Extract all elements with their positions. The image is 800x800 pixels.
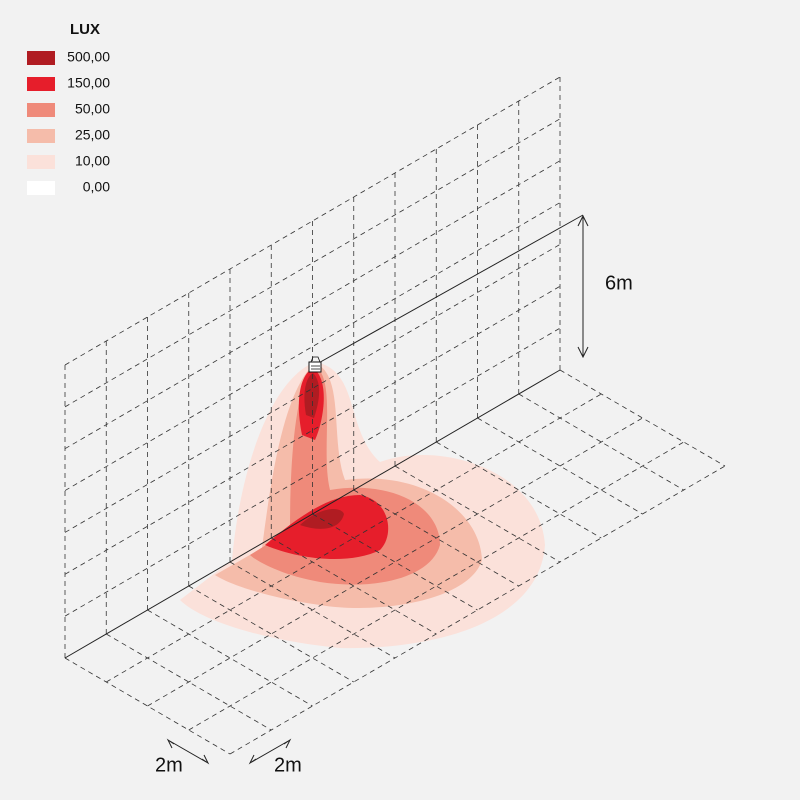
floor-depth [353,489,519,587]
floor-depth [271,537,437,635]
legend-label: 0,00 [83,179,110,195]
depth-label: 2m [274,754,302,776]
legend-label: 500,00 [67,49,110,65]
isolux-area [300,509,344,529]
floor-depth [147,609,313,707]
floor-row [147,417,643,707]
legend-label: 50,00 [75,101,110,117]
wall-horizontal [64,285,561,575]
legend-label: 25,00 [75,127,110,143]
wall-horizontal [64,244,561,533]
floor-depth [559,369,726,467]
floor-depth [394,465,561,563]
depth-dimension [248,738,292,765]
wall-horizontal [64,202,561,491]
floor-depth [518,393,684,491]
legend-swatch [27,129,55,143]
wall-horizontal [64,76,561,366]
legend: 500,00 150,00 50,00 25,00 10,00 0,00 [27,49,110,195]
floor-row [106,393,602,683]
floor-depth [477,417,643,515]
legend-swatch [27,51,55,65]
floor-depth [64,657,231,755]
floor-depth [106,633,272,731]
legend-swatch [27,77,55,91]
floor-depth [312,513,478,611]
height-label: 6m [605,272,633,294]
floor-row [188,441,684,731]
legend-label: 10,00 [75,153,110,169]
isolux-area [304,373,320,418]
floor-depth [436,441,602,539]
wall-horizontal [64,118,561,408]
floor-depth [188,585,354,683]
legend-title: LUX [70,21,100,38]
height-reference [314,214,584,366]
floor-row [229,465,726,755]
isolux-contours [180,362,545,649]
wall-base [64,369,561,659]
wall-horizontal [64,160,561,450]
wall-horizontal [64,327,561,617]
width-dimension [166,738,210,765]
legend-swatch [27,103,55,117]
legend-swatch [27,181,55,195]
legend-label: 150,00 [67,75,110,91]
legend-swatch [27,155,55,169]
width-label: 2m [155,754,183,776]
arrow-heads [577,214,589,359]
luminaire [308,356,322,373]
grid [64,76,726,755]
floor-depth [229,561,396,659]
